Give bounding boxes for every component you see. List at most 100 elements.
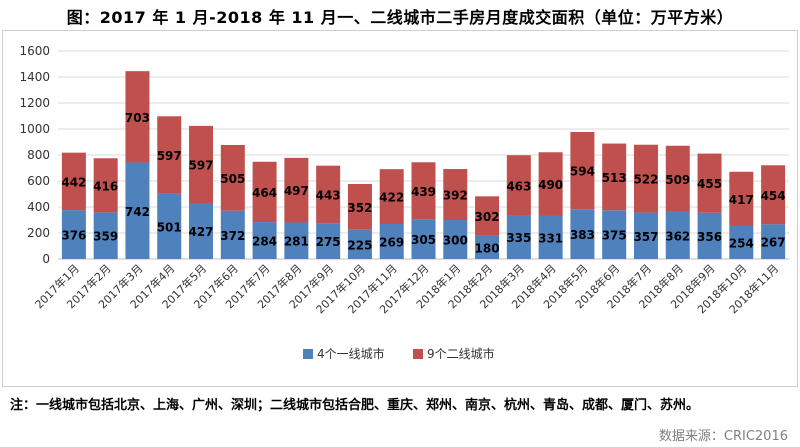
data-label-tier1: 742: [125, 205, 150, 219]
data-label-tier1: 427: [188, 225, 213, 239]
y-tick-label: 0: [42, 252, 50, 266]
bar-tier2: [697, 153, 722, 213]
data-label-tier2: 416: [93, 179, 118, 193]
legend-label-tier1: 4个一线城市: [317, 346, 385, 361]
data-label-tier1: 372: [220, 229, 245, 243]
data-label-tier2: 464: [252, 186, 277, 200]
bar-tier1: [189, 203, 214, 259]
bar-tier2: [443, 169, 468, 220]
bar-tier1: [252, 222, 277, 259]
y-tick-label: 1400: [19, 70, 50, 84]
chart-area: 0 200 400 600 800 1000 1200 1400 1600 376 442 2017年…: [2, 30, 798, 387]
data-label-tier2: 513: [602, 171, 627, 185]
data-label-tier2: 352: [347, 201, 372, 215]
bar-tier2: [665, 145, 690, 212]
data-label-tier2: 509: [665, 173, 690, 187]
data-label-tier1: 275: [316, 235, 341, 249]
bar-tier1: [665, 211, 690, 259]
data-label-tier1: 300: [443, 234, 468, 248]
data-label-tier2: 439: [411, 185, 436, 199]
data-label-tier2: 463: [506, 179, 531, 193]
chart-title: 图：2017 年 1 月-2018 年 11 月一、二线城市二手房月度成交面积（…: [66, 8, 734, 27]
data-label-tier1: 362: [665, 229, 690, 243]
bar-tier2: [316, 165, 341, 224]
data-label-tier1: 305: [411, 233, 436, 247]
data-label-tier1: 254: [729, 236, 754, 250]
bar-tier1: [697, 212, 722, 259]
bar-tier2: [602, 143, 627, 211]
bar-tier1: [475, 235, 500, 259]
data-label-tier2: 703: [125, 111, 150, 125]
y-tick-label: 1000: [19, 122, 50, 136]
data-label-tier2: 417: [729, 193, 754, 207]
data-label-tier1: 356: [697, 230, 722, 244]
data-label-tier2: 422: [379, 191, 404, 205]
bar-tier1: [379, 224, 404, 259]
bar-tier2: [125, 71, 150, 163]
bar-tier1: [220, 210, 245, 259]
bar-tier2: [538, 152, 563, 216]
data-label-tier2: 392: [443, 189, 468, 203]
bar-tier2: [93, 158, 118, 213]
bar-tier2: [284, 157, 309, 223]
legend-label-tier2: 9个二线城市: [427, 346, 495, 361]
data-label-tier2: 302: [475, 210, 500, 224]
data-label-tier1: 383: [570, 228, 595, 242]
data-label-tier2: 505: [220, 172, 245, 186]
bar-tier2: [189, 125, 214, 204]
data-label-tier2: 497: [284, 184, 309, 198]
data-label-tier1: 376: [61, 229, 86, 243]
data-label-tier1: 359: [93, 230, 118, 244]
data-label-tier1: 180: [475, 241, 500, 255]
data-label-tier1: 375: [602, 229, 627, 243]
bar-tier1: [761, 224, 786, 259]
y-tick-label: 1600: [19, 44, 50, 58]
data-label-tier2: 522: [633, 173, 658, 187]
data-label-tier1: 335: [506, 231, 531, 245]
y-tick-label: 1200: [19, 96, 50, 110]
bar-tier2: [411, 162, 436, 220]
data-label-tier2: 597: [188, 159, 213, 173]
legend-swatch-tier1: [303, 349, 313, 359]
bar-tier2: [633, 144, 658, 213]
stacked-bar-chart: 020040060080010001200140016003764422017年…: [19, 44, 789, 361]
bar-tier2: [61, 152, 86, 211]
bar-tier1: [125, 162, 150, 259]
data-label-tier2: 455: [697, 177, 722, 191]
bar-tier2: [729, 171, 754, 226]
footnote: 注：一线城市包括北京、上海、广州、深圳；二线城市包括合肥、重庆、郑州、南京、杭州…: [10, 398, 700, 413]
bar-tier1: [93, 212, 118, 259]
bar-tier2: [506, 155, 531, 216]
bar-tier1: [570, 209, 595, 259]
bar-tier2: [347, 183, 372, 230]
data-label-tier2: 443: [316, 188, 341, 202]
y-tick-label: 200: [27, 226, 50, 240]
y-tick-label: 400: [27, 200, 50, 214]
data-label-tier1: 281: [284, 235, 309, 249]
bar-tier1: [729, 225, 754, 259]
y-tick-label: 800: [27, 148, 50, 162]
data-source: 数据来源：CRIC2016: [658, 429, 788, 444]
bar-tier1: [157, 193, 182, 259]
data-label-tier1: 331: [538, 231, 563, 245]
bar-tier1: [347, 229, 372, 259]
bar-tier2: [475, 196, 500, 236]
data-label-tier1: 225: [347, 238, 372, 252]
bar-tier2: [761, 165, 786, 225]
data-label-tier2: 594: [570, 165, 595, 179]
data-label-tier2: 597: [157, 149, 182, 163]
bar-tier1: [506, 215, 531, 259]
bar-tier1: [411, 219, 436, 259]
bar-tier2: [570, 131, 595, 210]
bar-tier1: [284, 222, 309, 259]
bar-tier2: [220, 144, 245, 211]
legend-swatch-tier2: [413, 349, 423, 359]
data-label-tier2: 442: [61, 175, 86, 189]
y-tick-label: 600: [27, 174, 50, 188]
bar-tier1: [633, 212, 658, 259]
data-label-tier1: 269: [379, 236, 404, 250]
data-label-tier2: 490: [538, 178, 563, 192]
bar-tier1: [443, 220, 468, 259]
data-label-tier1: 267: [761, 236, 786, 250]
bar-tier2: [157, 116, 182, 194]
